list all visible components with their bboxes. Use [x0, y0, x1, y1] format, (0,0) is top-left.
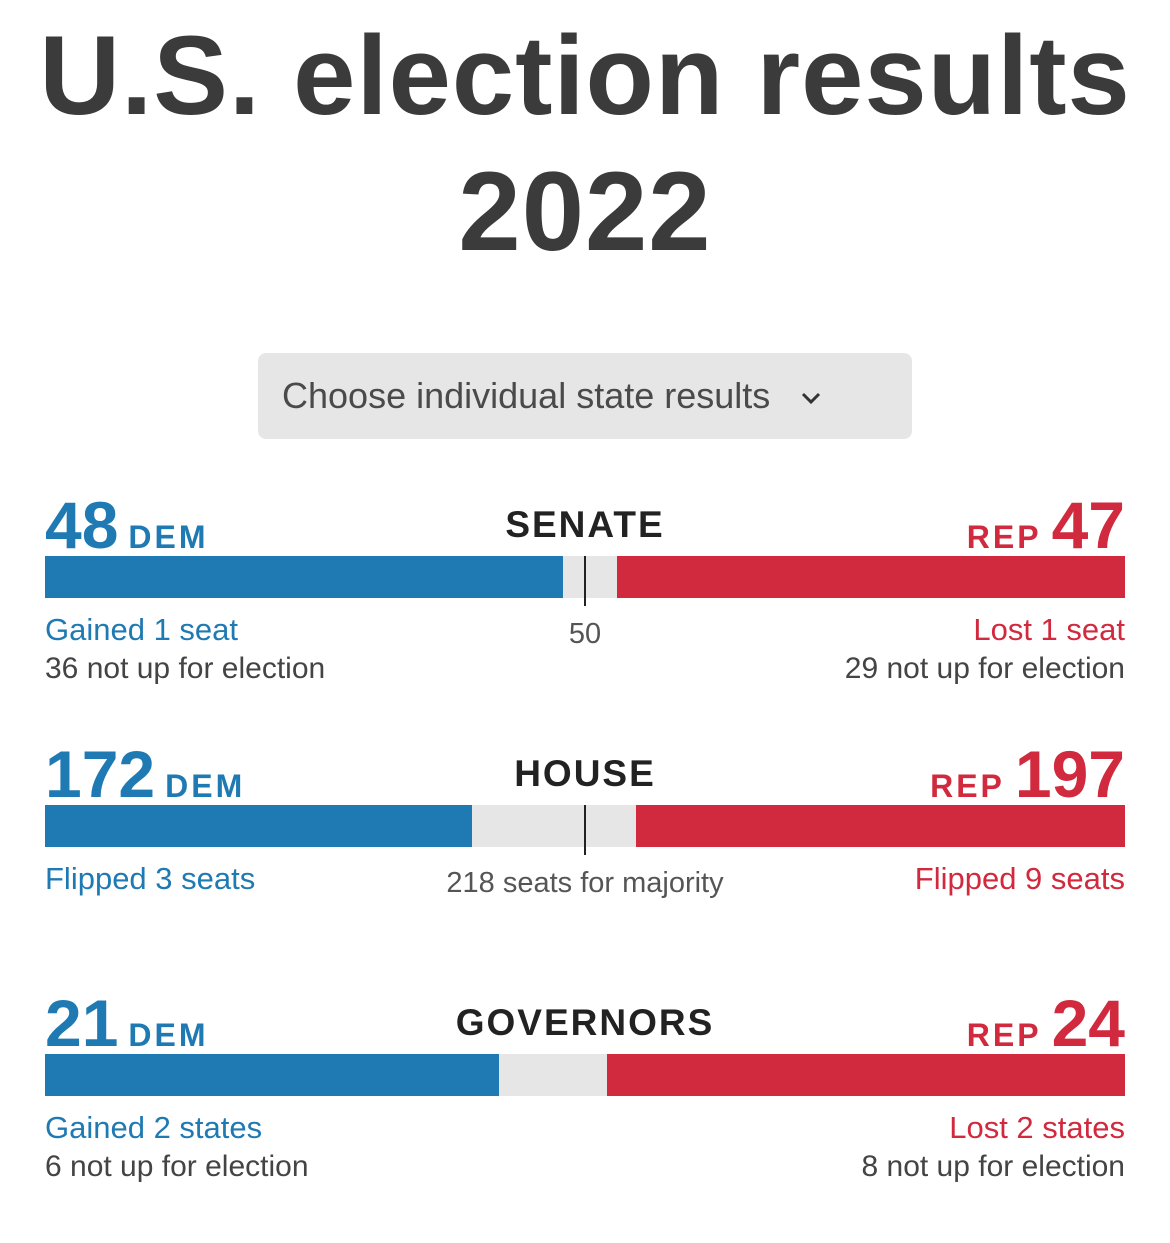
- governors-rep-bar: [606, 1054, 1125, 1096]
- state-results-dropdown-label: Choose individual state results: [282, 375, 771, 416]
- governors-rep-count: REP 24: [966, 986, 1125, 1060]
- governors-rep-seats: 24: [1051, 986, 1125, 1060]
- senate-seat-bar: [45, 556, 1125, 606]
- senate-rep-seats: 47: [1051, 488, 1125, 562]
- senate-title: SENATE: [505, 504, 665, 545]
- governors-dem-not-up: 6 not up for election: [45, 1150, 309, 1183]
- chevron-down-icon: [802, 392, 821, 405]
- senate-majority-tick: [584, 556, 586, 606]
- page-title: U.S. election results 2022: [0, 8, 1170, 280]
- senate-dem-count: 48 DEM: [45, 488, 209, 562]
- governors-rep-change: Lost 2 states: [949, 1110, 1125, 1145]
- governors-rep-not-up: 8 not up for election: [861, 1150, 1125, 1183]
- house-majority-tick: [584, 805, 586, 855]
- house-title: HOUSE: [514, 753, 656, 794]
- senate-rep-label: REP: [966, 519, 1042, 555]
- senate-dem-not-up: 36 not up for election: [45, 652, 326, 685]
- governors-rep-label: REP: [966, 1017, 1042, 1053]
- house-rep-bar: [635, 805, 1125, 847]
- governors-dem-label: DEM: [128, 1017, 209, 1053]
- senate-dem-change: Gained 1 seat: [45, 612, 239, 647]
- state-results-dropdown[interactable]: Choose individual state results: [258, 353, 912, 439]
- title-line-2: 2022: [458, 149, 712, 274]
- house-dem-count: 172 DEM: [45, 737, 246, 811]
- senate-dem-seats: 48: [45, 488, 119, 562]
- house-majority-label: 218 seats for majority: [446, 867, 724, 899]
- house-dem-change: Flipped 3 seats: [45, 861, 256, 896]
- governors-race: 21 DEM GOVERNORS REP 24 Gained 2 states …: [45, 986, 1125, 1183]
- house-dem-seats: 172: [45, 737, 156, 811]
- senate-rep-not-up: 29 not up for election: [844, 652, 1125, 685]
- house-dem-label: DEM: [165, 768, 246, 804]
- senate-dem-bar: [45, 556, 564, 598]
- governors-dem-bar: [45, 1054, 499, 1096]
- governors-dem-seats: 21: [45, 986, 119, 1060]
- senate-rep-count: REP 47: [966, 488, 1125, 562]
- house-seat-bar: [45, 805, 1125, 855]
- house-rep-count: REP 197: [930, 737, 1125, 811]
- title-line-1: U.S. election results: [39, 13, 1131, 138]
- house-rep-change: Flipped 9 seats: [914, 861, 1125, 896]
- governors-title: GOVERNORS: [455, 1002, 715, 1043]
- governors-dem-change: Gained 2 states: [45, 1110, 263, 1145]
- senate-race: 48 DEM SENATE REP 47 Gained 1 seat 36 no…: [45, 488, 1125, 685]
- governors-seat-bar: [45, 1054, 1125, 1096]
- house-rep-label: REP: [930, 768, 1005, 804]
- senate-majority-label: 50: [568, 618, 602, 650]
- senate-rep-change: Lost 1 seat: [973, 612, 1125, 647]
- house-race: 172 DEM HOUSE REP 197 Flipped 3 seats 21…: [45, 737, 1125, 927]
- senate-dem-label: DEM: [128, 519, 209, 555]
- house-dem-bar: [45, 805, 473, 847]
- senate-rep-bar: [617, 556, 1125, 598]
- governors-dem-count: 21 DEM: [45, 986, 209, 1060]
- house-rep-seats: 197: [1014, 737, 1125, 811]
